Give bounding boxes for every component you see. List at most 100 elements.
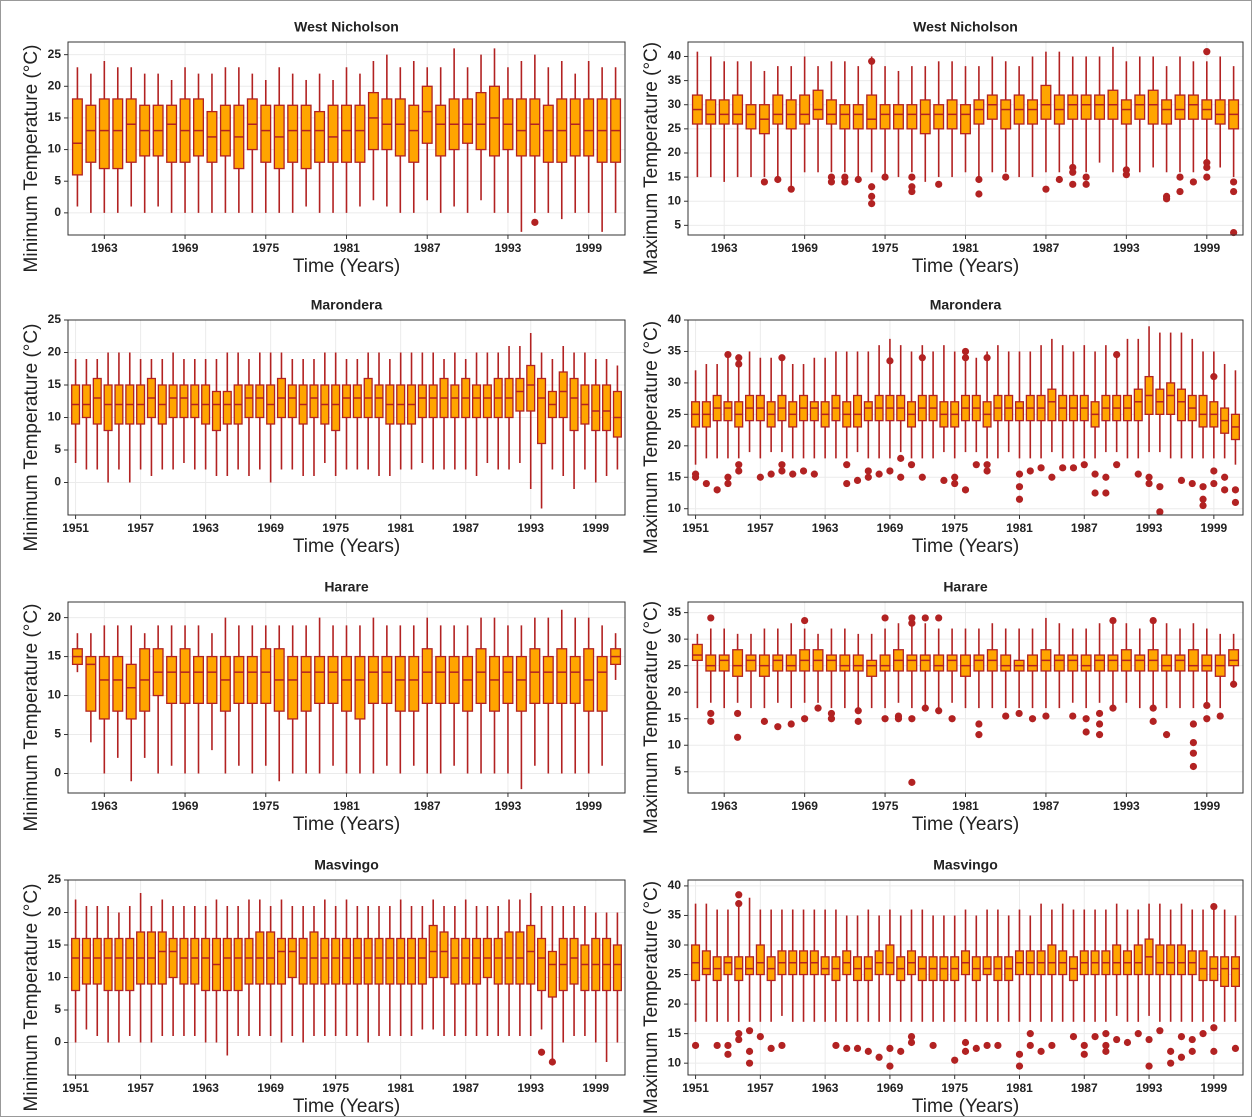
box (381, 655, 393, 704)
box (168, 384, 178, 419)
outlier (1221, 473, 1229, 481)
panel-title: Harare (943, 579, 988, 595)
y-tick-label: 0 (54, 1035, 61, 1049)
outlier (1069, 163, 1077, 172)
box (300, 655, 312, 712)
outlier (975, 190, 983, 198)
outlier (1048, 473, 1056, 481)
box (193, 655, 204, 704)
y-tick-label: 15 (48, 649, 62, 663)
y-tick-label: 30 (668, 375, 682, 389)
outlier (1069, 1032, 1078, 1041)
box (190, 384, 200, 419)
x-tick-label: 1975 (941, 521, 968, 535)
y-tick-label: 40 (668, 49, 682, 63)
outlier (1048, 1041, 1056, 1050)
outlier (1167, 1047, 1175, 1055)
y-tick-label: 5 (54, 442, 61, 456)
outlier (1149, 717, 1157, 725)
box (866, 659, 878, 677)
x-axis-label: Time (Years) (912, 256, 1019, 277)
box (1174, 654, 1186, 672)
outlier (713, 486, 721, 494)
x-tick-label: 1987 (1071, 1081, 1098, 1095)
y-tick-label: 0 (54, 205, 61, 219)
box (1187, 94, 1199, 120)
x-tick-label: 1987 (1033, 799, 1060, 813)
box (193, 98, 204, 157)
outlier (735, 900, 743, 908)
outlier (918, 473, 926, 481)
box (396, 937, 406, 985)
box (222, 937, 232, 992)
box (300, 104, 312, 170)
outlier (1102, 489, 1110, 497)
outlier (1015, 495, 1024, 503)
y-tick-label: 25 (48, 47, 62, 61)
plot-border (67, 879, 626, 1076)
box (1161, 99, 1173, 125)
panel: 0 5 10 15 20 25 1963 1969 1975 1981 1987 1993 1999 We… (21, 19, 626, 277)
outlier (724, 479, 732, 488)
box (879, 654, 891, 672)
box (825, 99, 837, 125)
outlier (881, 614, 889, 622)
y-axis-label: Minimum Temperature (°C) (21, 45, 42, 273)
box (1230, 956, 1240, 988)
box (1133, 944, 1143, 976)
outlier (735, 360, 743, 368)
outlier (1149, 616, 1157, 625)
box (482, 384, 492, 419)
outlier (972, 461, 980, 469)
outlier (897, 454, 905, 462)
outlier (1199, 1030, 1207, 1038)
outlier (760, 717, 769, 725)
box (260, 648, 272, 704)
outlier (1230, 228, 1238, 237)
outlier (767, 470, 775, 478)
y-tick-label: 25 (668, 967, 682, 981)
box (556, 648, 568, 704)
box (435, 104, 447, 157)
outlier (1231, 1044, 1240, 1053)
outlier (1134, 470, 1142, 478)
x-tick-label: 1969 (877, 521, 904, 535)
x-tick-label: 1969 (791, 241, 818, 255)
outlier (778, 1041, 786, 1050)
box (1047, 944, 1057, 976)
box (986, 94, 998, 120)
box (354, 655, 366, 720)
panel-title: Masvingo (314, 857, 379, 873)
y-tick-label: 20 (48, 345, 62, 359)
outlier (724, 1041, 732, 1050)
box (327, 655, 339, 704)
box (537, 377, 547, 445)
box (341, 104, 352, 163)
x-tick-label: 1999 (1193, 799, 1220, 813)
outlier (897, 1047, 905, 1055)
y-tick-label: 5 (674, 764, 681, 778)
x-tick-label: 1999 (582, 1081, 609, 1095)
box (701, 950, 711, 976)
box (1067, 94, 1079, 120)
y-tick-label: 10 (48, 688, 62, 702)
panel: 10 15 20 25 30 35 40 1951 1957 1963 1969 1975 1981 19… (641, 297, 1244, 557)
box (448, 655, 460, 704)
outlier (1203, 701, 1211, 710)
box (839, 104, 851, 130)
outlier (1015, 1062, 1024, 1070)
outlier (864, 1047, 872, 1055)
box (596, 655, 608, 712)
box (515, 655, 527, 712)
box (705, 99, 717, 125)
box (558, 371, 568, 419)
outlier (1037, 464, 1045, 472)
outlier (760, 178, 769, 186)
box (112, 98, 124, 170)
outlier (975, 731, 983, 739)
outlier (1221, 486, 1229, 494)
box (462, 98, 474, 144)
box (374, 937, 384, 985)
panel: 5 10 15 20 25 30 35 40 1963 1969 1975 1981 1987 1993 1… (641, 19, 1244, 277)
